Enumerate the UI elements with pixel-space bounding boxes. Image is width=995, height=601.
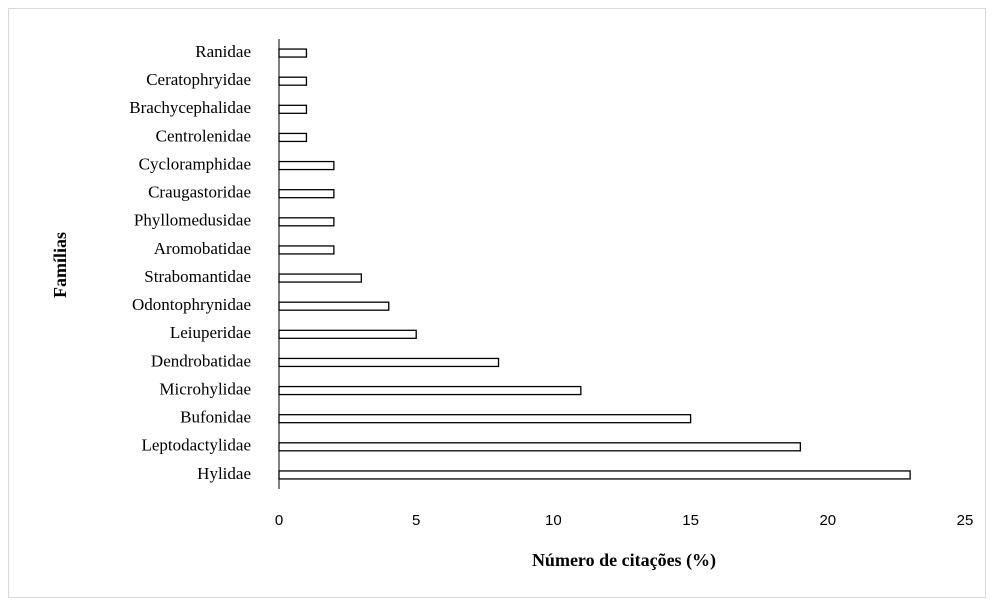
y-tick-label: Bufonidae [180,408,251,427]
bar [278,273,362,283]
bar [278,329,417,339]
x-tick-label: 10 [545,512,562,529]
y-tick-label: Phyllomedusidae [134,211,251,230]
bar [278,48,308,58]
y-tick-label: Leptodactylidae [141,436,251,455]
y-tick-label: Dendrobatidae [151,351,251,370]
y-tick-label: Hylidae [197,464,251,483]
bar [278,160,335,171]
bar [278,189,335,199]
bar [278,132,308,143]
chart-border [8,8,986,598]
y-axis-label: Famílias [50,232,70,298]
x-tick-label: 5 [412,512,420,529]
y-tick-label: Leiuperidae [170,323,251,342]
x-tick-label: 25 [957,512,974,529]
x-axis-label: Número de citações (%) [532,550,716,571]
y-tick-label: Odontophrynidae [132,295,251,314]
bar [278,301,390,311]
bar [278,385,582,396]
y-tick-label: Centrolenidae [156,126,251,145]
bar [278,217,335,227]
y-tick-label: Aromobatidae [154,239,251,258]
bar [278,104,308,114]
x-tick-label: 15 [682,512,699,529]
y-tick-label: Craugastoridae [148,183,251,202]
bar [278,470,911,480]
bar [278,442,802,452]
x-tick-label: 20 [819,512,836,529]
y-tick-label: Microhylidae [159,379,251,398]
x-tick-label: 0 [275,512,283,529]
y-tick-label: Ceratophryidae [146,70,251,89]
y-tick-label: Cycloramphidae [139,154,251,173]
bar [278,357,500,368]
bar [278,76,308,86]
y-tick-label: Brachycephalidae [129,98,251,117]
bar [278,414,692,424]
y-tick-label: Ranidae [195,42,251,61]
bar [278,245,335,255]
y-tick-label: Strabomantidae [144,267,251,286]
